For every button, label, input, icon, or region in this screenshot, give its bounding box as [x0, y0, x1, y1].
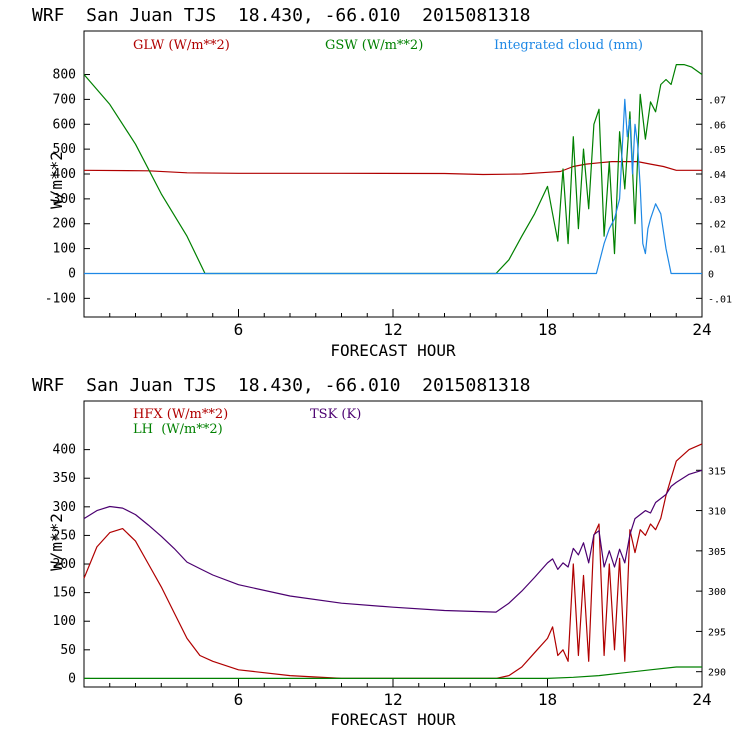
- top-y2-tick-label: .04: [708, 170, 726, 181]
- top-y-tick-label: -100: [45, 291, 76, 306]
- bottom-x-tick-label: 18: [538, 690, 557, 709]
- bottom-y-axis: 0 50 100 150 200 250 300 350 400: [53, 443, 90, 686]
- top-header: WRF San Juan TJS 18.430, -66.010 2015081…: [32, 5, 531, 26]
- top-y2-tick-label: .03: [708, 195, 726, 206]
- top-y-tick-label: 300: [53, 192, 76, 207]
- top-panel: WRF San Juan TJS 18.430, -66.010 2015081…: [32, 5, 732, 360]
- bottom-y-tick-label: 50: [60, 643, 76, 658]
- top-y-tick-label: 0: [68, 266, 76, 281]
- bottom-y-tick-label: 400: [53, 443, 76, 458]
- top-y-axis: -100 0 100 200 300 400 500 600 700 800: [45, 68, 90, 306]
- legend-tsk: TSK (K): [310, 407, 361, 422]
- bottom-y-tick-label: 0: [68, 671, 76, 686]
- bottom-y-tick-label: 150: [53, 586, 76, 601]
- bottom-x-tick-label: 6: [234, 690, 244, 709]
- top-y2-tick-label: 0: [708, 269, 714, 280]
- bottom-y-tick-label: 350: [53, 471, 76, 486]
- bottom-x-tick-label: 24: [692, 690, 711, 709]
- bottom-plot-frame: [83, 400, 703, 688]
- legend-glw: GLW (W/m**2): [133, 38, 230, 53]
- bottom-y-tick-label: 100: [53, 614, 76, 629]
- bottom-x-tick-label: 12: [383, 690, 402, 709]
- top-x-tick-label: 12: [383, 320, 402, 339]
- top-y-tick-label: 400: [53, 167, 76, 182]
- top-series-integrated-cloud: [84, 98, 702, 275]
- bottom-y-tick-label: 200: [53, 557, 76, 572]
- bottom-panel: WRF San Juan TJS 18.430, -66.010 2015081…: [32, 375, 726, 729]
- legend-lh: LH (W/m**2): [133, 422, 223, 437]
- bottom-series-group: [83, 443, 703, 680]
- bottom-y2-tick-label: 305: [708, 547, 726, 558]
- legend-hfx: HFX (W/m**2): [133, 407, 228, 422]
- legend-integrated-cloud: Integrated cloud (mm): [494, 38, 643, 53]
- bottom-y-tick-label: 250: [53, 528, 76, 543]
- top-y2-tick-label: .02: [708, 220, 726, 231]
- bottom-series-lh: [84, 666, 702, 680]
- top-y2-tick-label: .05: [708, 145, 726, 156]
- top-x-tick-label: 24: [692, 320, 711, 339]
- top-y-label: W/m**2: [47, 151, 66, 209]
- top-y-tick-label: 700: [53, 92, 76, 107]
- top-x-label: FORECAST HOUR: [330, 341, 456, 360]
- top-x-tick-label: 6: [234, 320, 244, 339]
- legend-gsw: GSW (W/m**2): [325, 38, 423, 53]
- bottom-x-axis: 6 12 18 24: [109, 679, 712, 709]
- top-y2-tick-label: .07: [708, 95, 726, 106]
- top-y2-tick-label: .01: [708, 245, 726, 256]
- top-series-gsw: [83, 63, 703, 275]
- top-y-tick-label: 200: [53, 217, 76, 232]
- bottom-y2-tick-label: 300: [708, 587, 726, 598]
- bottom-y2-axis: 290 295 300 305 310 315: [696, 466, 726, 679]
- top-y-tick-label: 500: [53, 142, 76, 157]
- bottom-y2-tick-label: 290: [708, 668, 726, 679]
- bottom-y-tick-label: 300: [53, 500, 76, 515]
- top-series-group: [83, 63, 703, 275]
- top-y-tick-label: 600: [53, 117, 76, 132]
- top-x-axis: 6 12 18 24: [109, 309, 712, 339]
- bottom-y2-tick-label: 315: [708, 466, 726, 477]
- top-y2-tick-label: .06: [708, 120, 726, 131]
- top-y-tick-label: 100: [53, 242, 76, 257]
- top-x-tick-label: 18: [538, 320, 557, 339]
- bottom-x-label: FORECAST HOUR: [330, 710, 456, 729]
- bottom-series-hfx: [83, 443, 703, 680]
- bottom-y2-tick-label: 295: [708, 627, 726, 638]
- top-series-glw: [83, 161, 702, 176]
- top-y-tick-label: 800: [53, 68, 76, 83]
- bottom-header: WRF San Juan TJS 18.430, -66.010 2015081…: [32, 375, 531, 396]
- bottom-y-label: W/m**2: [47, 513, 66, 571]
- bottom-series-tsk: [83, 469, 703, 613]
- top-y2-axis: -.01 0 .01 .02 .03 .04 .05 .06 .07: [696, 95, 732, 305]
- bottom-y2-tick-label: 310: [708, 507, 726, 518]
- top-y2-tick-label: -.01: [708, 294, 732, 305]
